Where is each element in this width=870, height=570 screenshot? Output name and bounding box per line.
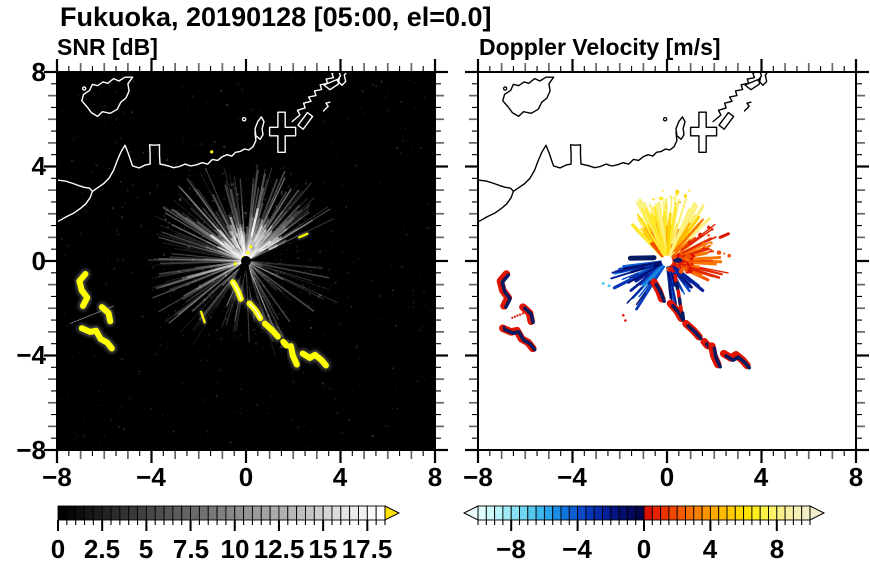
velocity-colorbar-label: 4 <box>702 534 718 564</box>
snr-colorbar-label: 10 <box>220 534 250 564</box>
snr-colorbar-label: 0 <box>50 534 66 564</box>
x-tick-label: 4 <box>332 462 348 492</box>
snr-clutter-rays <box>147 165 338 357</box>
velocity-colorbar <box>462 505 826 531</box>
y-tick-label: 0 <box>31 246 46 276</box>
velocity-colorbar-label: −4 <box>562 534 592 564</box>
snr-colorbar-label: 12.5 <box>253 534 305 564</box>
velocity-panel-frame <box>465 59 869 463</box>
snr-colorbar-label: 5 <box>138 534 154 564</box>
x-tick-label: −4 <box>557 462 587 492</box>
velocity-panel-graphics <box>478 72 856 450</box>
x-tick-label: 8 <box>848 462 864 492</box>
velocity-colorbar-label: 0 <box>636 534 652 564</box>
y-tick-label: −4 <box>16 340 46 370</box>
x-tick-label: 4 <box>753 462 769 492</box>
velocity-panel-title: Doppler Velocity [m/s] <box>479 34 721 60</box>
x-tick-label: 0 <box>238 462 254 492</box>
y-tick-label: 8 <box>31 57 46 87</box>
x-tick-label: 0 <box>659 462 675 492</box>
snr-panel-graphics <box>57 72 435 450</box>
velocity-colorbar-label: −8 <box>496 534 526 564</box>
coastline <box>57 72 348 223</box>
snr-colorbar-label: 2.5 <box>83 534 121 564</box>
snr-noise <box>59 73 433 449</box>
x-tick-label: 8 <box>427 462 443 492</box>
snr-panel-title: SNR [dB] <box>57 34 158 60</box>
coastline <box>478 72 769 223</box>
y-tick-label: −8 <box>16 435 46 465</box>
snr-panel-frame <box>44 59 448 463</box>
velocity-echoes <box>496 232 751 370</box>
x-tick-label: −8 <box>42 462 72 492</box>
velocity-warm-fan <box>631 189 731 282</box>
snr-yellow-echoes <box>76 150 329 369</box>
velocity-colorbar-label: 8 <box>769 534 785 564</box>
radar-center-marker <box>661 255 673 267</box>
snr-colorbar <box>57 505 401 531</box>
snr-colorbar-label: 17.5 <box>341 534 393 564</box>
snr-colorbar-label: 7.5 <box>172 534 210 564</box>
figure-title: Fukuoka, 20190128 [05:00, el=0.0] <box>60 2 492 32</box>
radar-center-marker <box>241 256 251 266</box>
y-tick-label: 4 <box>31 151 46 181</box>
x-tick-label: −8 <box>463 462 493 492</box>
snr-colorbar-label: 15 <box>308 534 338 564</box>
x-tick-label: −4 <box>136 462 166 492</box>
